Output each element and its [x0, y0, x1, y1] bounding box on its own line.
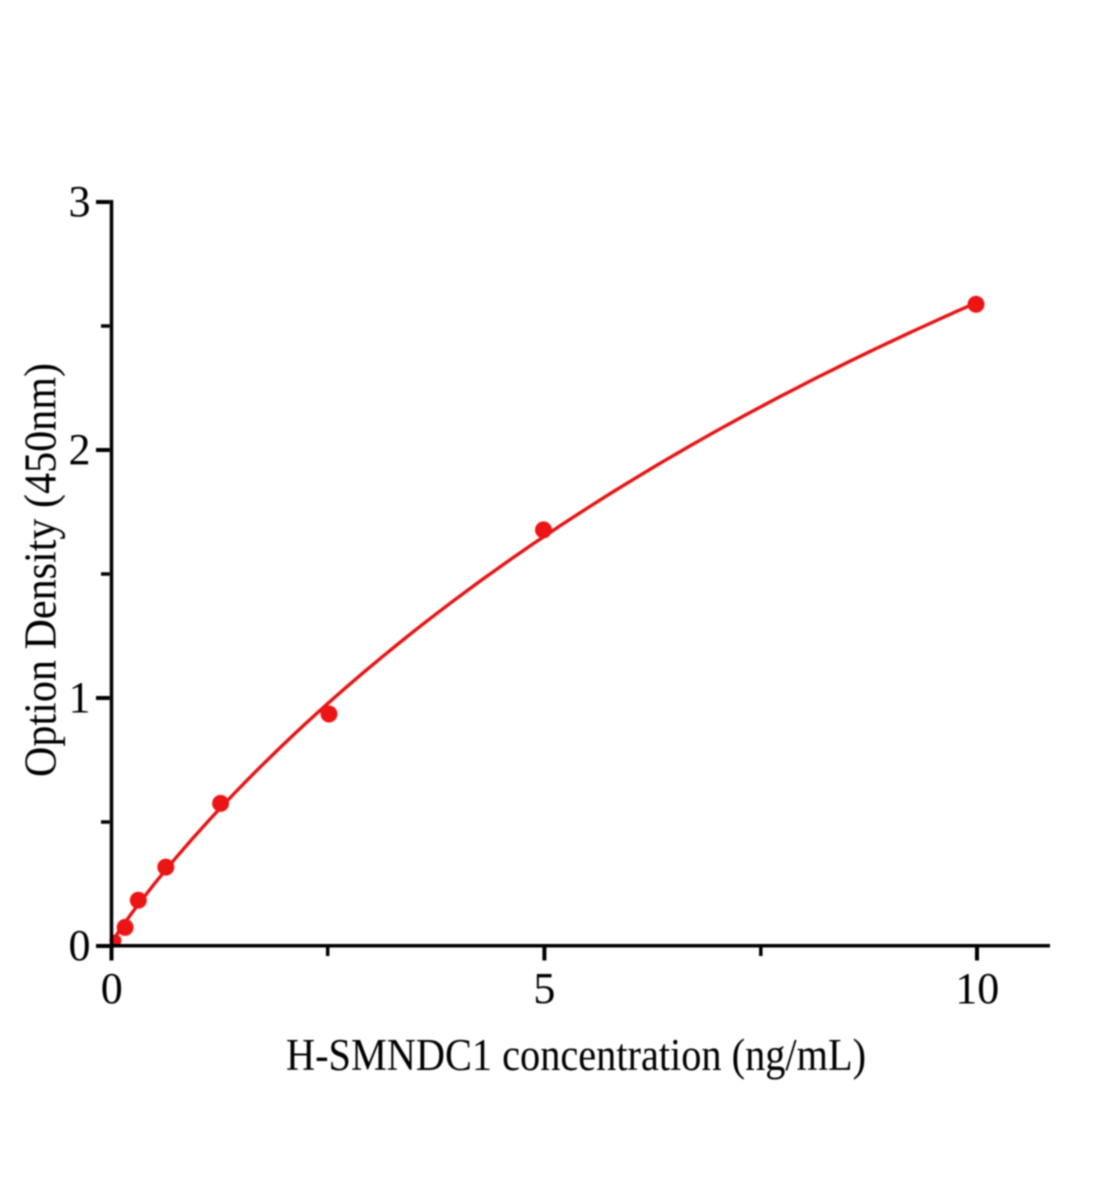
svg-text:0: 0: [69, 921, 91, 970]
svg-text:H-SMNDC1 concentration (ng/mL): H-SMNDC1 concentration (ng/mL): [286, 1030, 866, 1080]
svg-text:5: 5: [533, 964, 555, 1013]
svg-text:1: 1: [69, 673, 91, 722]
svg-text:10: 10: [955, 964, 999, 1013]
svg-text:2: 2: [69, 425, 91, 474]
svg-text:3: 3: [69, 177, 91, 226]
svg-text:0: 0: [101, 964, 123, 1013]
svg-text:Option Density (450nm): Option Density (450nm): [16, 363, 66, 777]
